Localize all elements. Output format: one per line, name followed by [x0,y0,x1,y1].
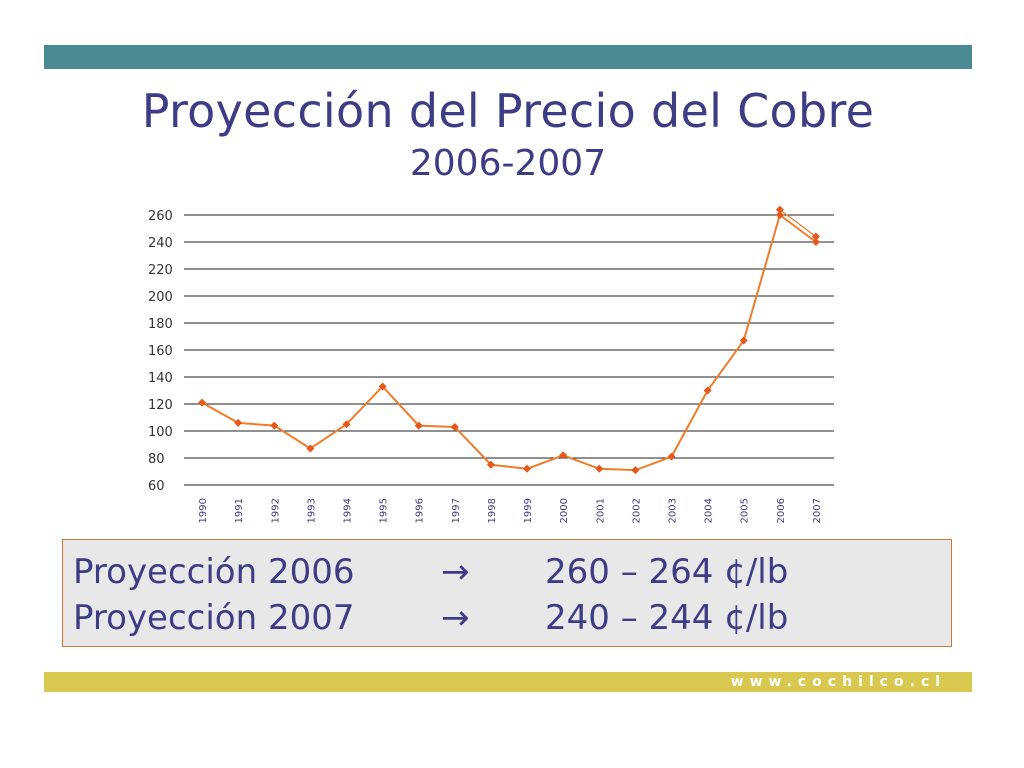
data-point [342,420,351,429]
y-tick-label: 80 [148,452,165,467]
projection-range: 260 – 264 ¢/lb [545,552,789,592]
y-tick-label: 260 [148,209,173,224]
right-arrow-icon: → [441,552,470,592]
data-point [595,464,604,473]
data-point [523,464,532,473]
x-tick-label: 1998 [487,498,498,523]
x-tick-label: 1995 [379,498,390,523]
data-point [234,418,243,427]
x-tick-label: 1992 [270,498,281,523]
y-tick-label: 160 [148,344,173,359]
y-tick-label: 220 [148,263,173,278]
x-tick-label: 2000 [559,498,570,523]
x-tick-label: 2002 [631,498,642,523]
x-tick-label: 2006 [776,498,787,523]
slide-subtitle: 2006-2007 [409,143,607,184]
data-point [739,336,748,345]
x-tick-label: 1993 [306,498,317,523]
x-tick-label: 1994 [343,498,354,523]
projection-box: Proyección 2006 → 260 – 264 ¢/lb Proyecc… [62,539,952,647]
x-tick-label: 1990 [198,498,209,523]
data-point [306,444,315,453]
data-point [631,466,640,475]
bottom-accent-bar: www.cochilco.cl [44,672,972,692]
data-point [811,238,820,246]
slide-title: Proyección del Precio del Cobre [141,84,875,138]
data-point [378,382,387,391]
y-tick-label: 200 [148,290,173,305]
x-tick-label: 2003 [668,498,679,523]
y-tick-label: 140 [148,371,173,386]
x-tick-label: 2005 [740,498,751,523]
data-point [775,205,784,214]
data-point [198,398,207,407]
y-tick-label: 180 [148,317,173,332]
data-point [270,421,279,430]
data-point [667,452,676,461]
y-tick-label: 60 [148,479,165,494]
data-point [414,421,423,430]
right-arrow-icon: → [441,598,470,638]
x-tick-label: 1999 [523,498,534,523]
series-line [201,213,817,472]
projection-range: 240 – 244 ¢/lb [545,598,789,638]
data-point [450,422,459,431]
data-point [811,232,820,241]
y-tick-label: 240 [148,236,173,251]
x-tick-label: 1991 [234,498,245,523]
data-point [559,451,568,460]
top-accent-bar [44,45,972,69]
y-tick-label: 120 [148,398,173,413]
x-tick-label: 2001 [595,498,606,523]
data-point [703,386,712,395]
x-tick-label: 2004 [704,498,715,523]
website-url[interactable]: www.cochilco.cl [730,674,946,690]
copper-price-chart: 60 80 100 120 140 160 180 200 220 240 260 1990 1991 1… [148,205,834,523]
data-point [775,211,784,219]
y-tick-label: 100 [148,425,173,440]
x-tick-label: 1997 [451,498,462,523]
x-tick-label: 2007 [812,498,823,523]
x-tick-label: 1996 [415,498,426,523]
series-line [779,209,817,238]
projection-label: Proyección 2006 [73,552,355,592]
projection-label: Proyección 2007 [73,598,355,638]
data-point [486,460,495,469]
